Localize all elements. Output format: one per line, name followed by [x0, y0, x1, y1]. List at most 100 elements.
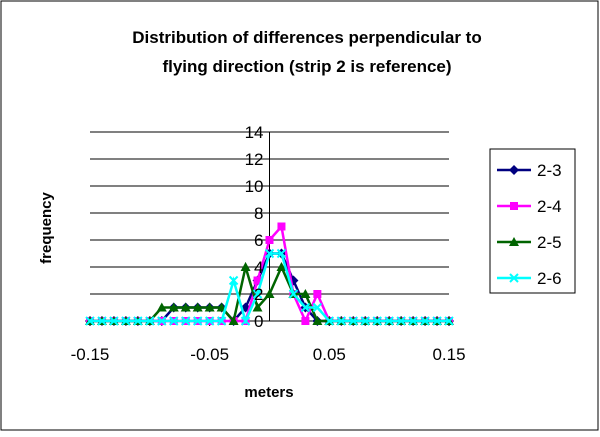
y-tick-label: 2	[254, 285, 263, 304]
series-2-6	[85, 248, 454, 326]
data-point	[408, 316, 418, 326]
data-point	[276, 262, 287, 271]
legend-label: 2-4	[537, 197, 562, 216]
data-point	[372, 316, 382, 326]
data-point-stroke	[372, 316, 382, 326]
data-point	[156, 302, 167, 312]
data-point	[157, 316, 167, 326]
data-point	[145, 316, 155, 326]
data-point	[252, 302, 263, 312]
data-point-stroke	[97, 316, 107, 326]
data-point	[264, 248, 275, 259]
data-point-stroke	[157, 316, 167, 326]
data-point-stroke	[228, 275, 239, 286]
legend-item-2-6: 2-6	[497, 269, 562, 288]
y-tick-label: 12	[245, 150, 264, 169]
data-point-stroke	[169, 316, 179, 326]
data-point	[228, 275, 239, 286]
data-point-stroke	[360, 316, 370, 326]
data-point-stroke	[312, 302, 323, 313]
legend-box	[489, 148, 576, 294]
data-point	[240, 262, 251, 271]
y-axis-label: frequency	[38, 192, 55, 264]
data-point	[510, 202, 518, 210]
data-point-stroke	[444, 316, 454, 326]
series-plot	[85, 222, 454, 326]
data-point-stroke	[192, 316, 203, 326]
data-point-stroke	[276, 248, 287, 259]
data-point	[276, 248, 287, 259]
data-point-stroke	[396, 316, 406, 326]
data-point	[265, 236, 274, 244]
x-tick-label: -0.15	[71, 345, 110, 364]
legend-label: 2-5	[537, 233, 562, 252]
legend-label: 2-3	[537, 161, 562, 180]
data-point	[313, 290, 322, 298]
data-point	[192, 316, 203, 326]
chart-title-line-1: Distribution of differences perpendicula…	[132, 28, 481, 47]
data-point-stroke	[420, 316, 430, 326]
data-point-stroke	[509, 273, 519, 283]
data-point	[216, 316, 227, 326]
x-axis-label: meters	[244, 384, 293, 401]
data-point	[180, 302, 191, 312]
data-point	[277, 222, 286, 231]
data-point	[444, 316, 454, 326]
data-point	[85, 316, 95, 326]
data-point	[509, 165, 519, 175]
data-point-stroke	[384, 316, 394, 326]
data-point	[300, 302, 311, 313]
data-point	[432, 316, 442, 326]
data-point-stroke	[121, 316, 131, 326]
data-point-stroke	[252, 289, 263, 299]
chart-title-line-2: flying direction (strip 2 is reference)	[162, 57, 451, 76]
data-point-stroke	[216, 316, 227, 326]
data-point	[348, 316, 358, 326]
data-point	[509, 273, 519, 283]
data-point-stroke	[85, 316, 95, 326]
data-point-stroke	[145, 316, 155, 326]
data-point-stroke	[336, 316, 347, 326]
data-point	[109, 316, 119, 326]
legend-label: 2-6	[537, 269, 562, 288]
legend: 2-3 2-4 2-5 2-6	[489, 148, 576, 294]
data-point-stroke	[408, 316, 418, 326]
data-point	[204, 316, 215, 326]
x-tick-label: 0.05	[313, 345, 346, 364]
data-point	[181, 316, 191, 326]
data-point-stroke	[300, 302, 311, 313]
data-point	[288, 289, 299, 299]
data-point-stroke	[348, 316, 358, 326]
y-tick-label: 4	[254, 258, 263, 277]
legend-item-2-3: 2-3	[497, 161, 562, 180]
data-point	[396, 316, 406, 326]
data-point	[121, 316, 131, 326]
data-point-stroke	[133, 316, 143, 326]
data-point	[204, 302, 215, 312]
tick-labels: 0 2 4 6 8 10 12 14 -0.15 -0.05 0.05 0.15	[71, 123, 466, 364]
data-point	[228, 316, 239, 325]
y-tick-label: 8	[254, 204, 263, 223]
data-point-stroke	[288, 289, 299, 299]
data-point-stroke	[324, 316, 335, 326]
data-point	[169, 316, 179, 326]
data-point	[509, 237, 519, 246]
data-point	[301, 317, 310, 325]
y-tick-label: 0	[254, 312, 263, 331]
data-point-stroke	[432, 316, 442, 326]
data-point	[420, 316, 430, 326]
data-point-stroke	[240, 316, 251, 326]
data-point	[97, 316, 107, 326]
data-point	[324, 316, 335, 326]
data-point	[192, 302, 203, 312]
data-point	[360, 316, 370, 326]
data-point	[312, 316, 323, 325]
legend-item-2-4: 2-4	[497, 197, 562, 216]
data-point-stroke	[264, 248, 275, 259]
data-point	[240, 316, 251, 326]
x-tick-label: 0.15	[432, 345, 465, 364]
data-point	[264, 289, 275, 298]
y-tick-label: 14	[245, 123, 264, 142]
data-point-stroke	[109, 316, 119, 326]
